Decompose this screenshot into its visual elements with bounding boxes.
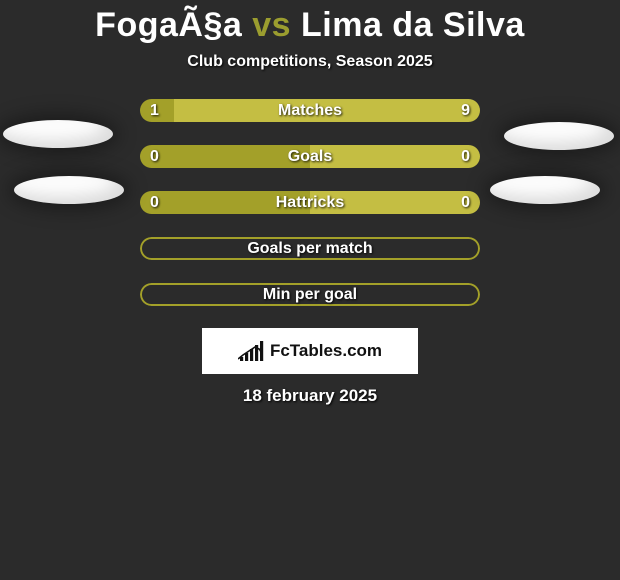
stat-value-left: 0 (150, 145, 159, 168)
decorative-ellipse (490, 176, 600, 204)
stat-bar: Min per goal (140, 283, 480, 306)
stat-label: Goals per match (140, 237, 480, 260)
stat-label: Matches (140, 99, 480, 122)
logo-text: FcTables.com (270, 341, 382, 361)
vs-word: vs (252, 6, 291, 44)
stat-bar: Matches1 9 (140, 99, 480, 122)
stat-label: Hattricks (140, 191, 480, 214)
player2-name: Lima da Silva (301, 6, 525, 44)
stat-value-right: 0 (461, 145, 470, 168)
stats-bars: Matches19Goals00Hattricks00Goals per mat… (140, 99, 480, 306)
stat-label: Goals (140, 145, 480, 168)
stat-value-left: 1 (150, 99, 159, 122)
stat-value-left: 0 (150, 191, 159, 214)
stat-value-right: 9 (461, 99, 470, 122)
page-title: FogaÃ§a vs Lima da Silva (0, 6, 620, 45)
date: 18 february 2025 (0, 386, 620, 406)
stat-bar: Goals0 0 (140, 145, 480, 168)
chart-icon (238, 341, 264, 361)
stat-value-right: 0 (461, 191, 470, 214)
subtitle: Club competitions, Season 2025 (0, 53, 620, 71)
decorative-ellipse (14, 176, 124, 204)
decorative-ellipse (3, 120, 113, 148)
stat-bar: Goals per match (140, 237, 480, 260)
stat-label: Min per goal (140, 283, 480, 306)
player1-name: FogaÃ§a (95, 6, 242, 44)
decorative-ellipse (504, 122, 614, 150)
stat-bar: Hattricks0 0 (140, 191, 480, 214)
logo-box[interactable]: FcTables.com (202, 328, 418, 374)
